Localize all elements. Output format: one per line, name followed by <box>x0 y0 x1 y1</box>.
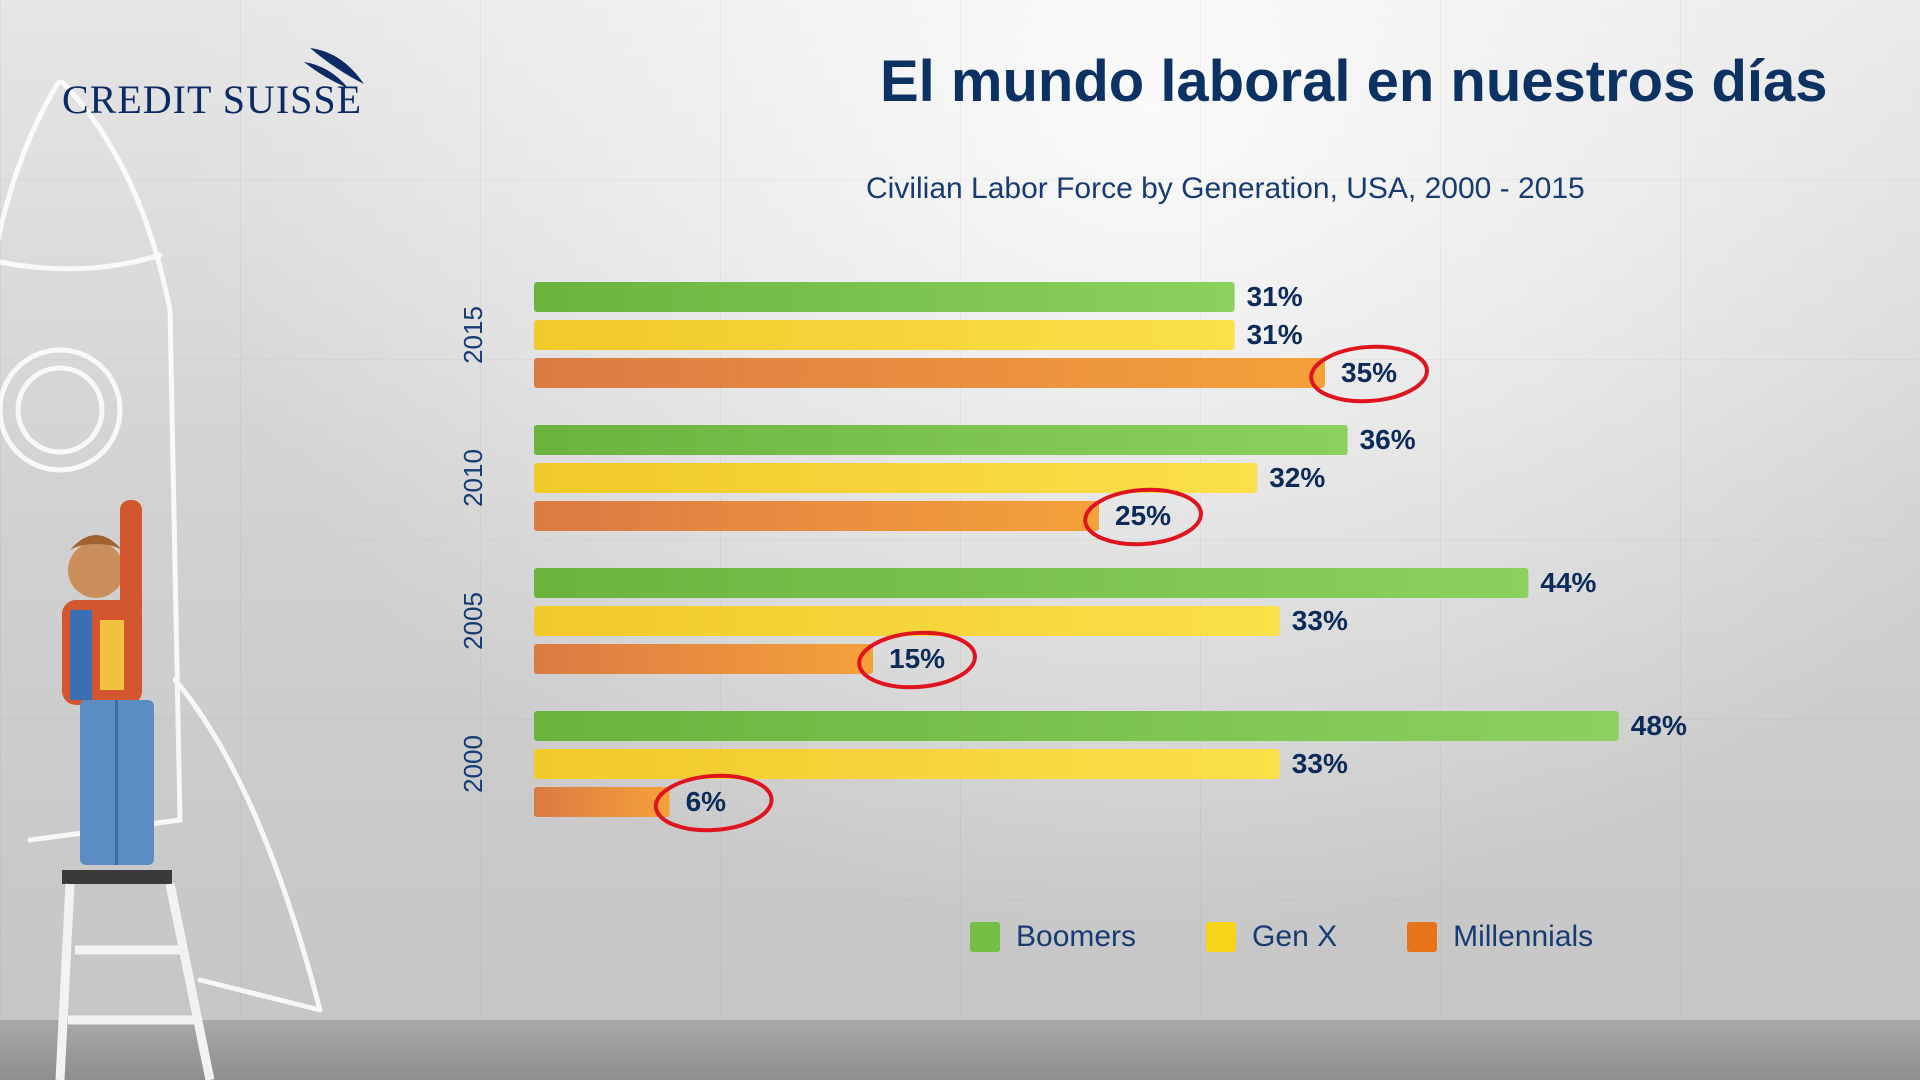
data-label: 48% <box>1631 710 1687 741</box>
ground-strip <box>0 1020 1920 1080</box>
highlight-circle <box>857 630 977 690</box>
legend-item-millennials: Millennials <box>1407 920 1593 954</box>
bar-gen-x <box>534 749 1280 779</box>
bar-chart: 2015 31% 31% 35% 2010 36% 32% 25% 2005 44% 33% 15% 2… <box>458 281 1687 833</box>
chalk-rocket-illustration <box>0 80 323 1080</box>
page-title: El mundo laboral en nuestros días <box>880 49 1828 114</box>
green-square-icon <box>970 922 1000 952</box>
data-label: 25% <box>1115 500 1171 531</box>
data-label: 32% <box>1269 462 1325 493</box>
data-label: 33% <box>1292 748 1348 779</box>
year-label: 2010 <box>458 449 488 507</box>
legend-label: Boomers <box>1016 920 1137 953</box>
data-label: 6% <box>686 786 727 817</box>
bar-boomers <box>534 425 1348 455</box>
data-label: 15% <box>889 643 945 674</box>
year-label: 2015 <box>458 306 488 364</box>
data-label: 36% <box>1360 424 1416 455</box>
bar-gen-x <box>534 606 1280 636</box>
highlight-circle <box>1309 344 1429 404</box>
highlight-circle <box>653 773 774 833</box>
data-label: 33% <box>1292 605 1348 636</box>
legend-item-boomers: Boomers <box>970 920 1136 954</box>
bar-gen-x <box>534 320 1235 350</box>
child-figure <box>55 500 215 1080</box>
year-label: 2005 <box>458 592 488 650</box>
credit-suisse-logo: CREDIT SUISSE <box>62 44 382 124</box>
sails-logo-icon <box>304 48 364 88</box>
bar-millennials <box>534 644 873 674</box>
bar-millennials <box>534 787 670 817</box>
bar-boomers <box>534 282 1235 312</box>
bar-boomers <box>534 711 1619 741</box>
year-label: 2000 <box>458 735 488 793</box>
data-label: 31% <box>1247 319 1303 350</box>
data-label: 31% <box>1247 281 1303 312</box>
bar-gen-x <box>534 463 1258 493</box>
data-label: 35% <box>1341 357 1397 388</box>
yellow-square-icon <box>1206 922 1237 952</box>
orange-square-icon <box>1407 922 1438 952</box>
legend-item-genx: Gen X <box>1206 920 1337 954</box>
chart-subtitle: Civilian Labor Force by Generation, USA,… <box>866 172 1585 205</box>
bar-millennials <box>534 501 1099 531</box>
bar-millennials <box>534 358 1325 388</box>
chart-legend: Boomers Gen X Millennials <box>970 920 1663 954</box>
bar-boomers <box>534 568 1529 598</box>
legend-label: Gen X <box>1252 920 1338 953</box>
data-label: 44% <box>1540 567 1596 598</box>
legend-label: Millennials <box>1453 920 1594 953</box>
logo-text: CREDIT SUISSE <box>62 77 363 122</box>
highlight-circle <box>1083 487 1203 547</box>
